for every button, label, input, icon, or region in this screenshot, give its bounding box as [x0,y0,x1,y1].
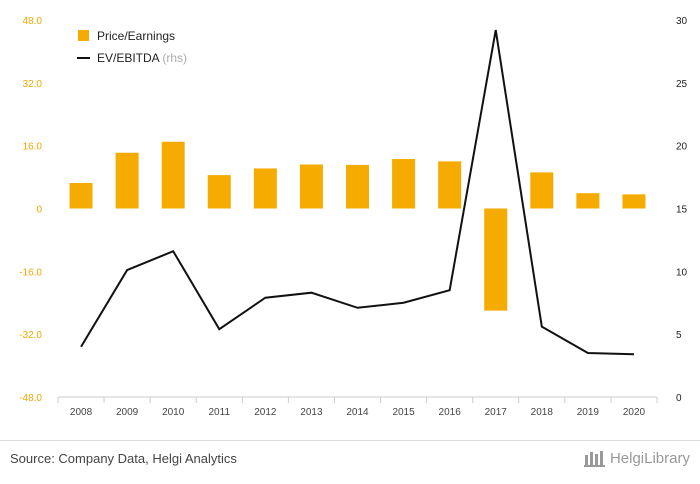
y-left-tick-label: 32.0 [23,79,43,90]
y-left-tick-label: -48.0 [19,393,42,404]
legend: Price/Earnings EV/EBITDA (rhs) [77,29,187,65]
x-tick-label: 2020 [623,407,646,418]
x-tick-label: 2010 [162,407,185,418]
x-tick-label: 2011 [209,407,231,418]
x-tick-label: 2015 [392,407,415,418]
legend-price-earnings: Price/Earnings [97,29,175,43]
bar-2008 [69,182,93,209]
bar-2019 [576,193,600,209]
y-right-tick-label: 0 [676,393,682,404]
bar-2017 [484,208,508,311]
bar-2009 [115,152,139,209]
legend-rhs-suffix: (rhs) [162,51,187,65]
ev-ebitda-line [80,29,634,356]
chart-svg: 48.032.016.00-16.0-32.0-48.0302520151050… [19,16,688,418]
brand-logo: HelgiLibrary [583,449,690,467]
source-text: Source: Company Data, Helgi Analytics [10,451,237,466]
y-left-tick-label: 48.0 [23,16,43,27]
x-tick-label: 2018 [531,407,554,418]
bar-2011 [207,175,231,209]
bar-2010 [161,141,185,209]
y-right-tick-label: 20 [676,142,688,153]
y-right-tick-label: 10 [676,267,688,278]
y-left-tick-label: 16.0 [23,142,43,153]
x-tick-label: 2008 [70,407,93,418]
library-icon [583,451,605,467]
y-left-tick-label: -16.0 [19,267,42,278]
bar-2018 [530,172,554,209]
x-tick-label: 2019 [577,407,600,418]
y-left-tick-label: 0 [36,205,42,216]
legend-bar-swatch [78,30,89,41]
bar-2013 [299,164,323,209]
bar-2015 [392,159,416,209]
y-right-tick-label: 30 [676,16,688,27]
bar-2016 [438,161,462,209]
footer: Source: Company Data, Helgi Analytics He… [0,440,700,484]
bar-2012 [253,168,277,209]
x-tick-label: 2016 [439,407,462,418]
y-left-tick-label: -32.0 [19,330,42,341]
bar-2020 [622,194,646,209]
x-tick-label: 2013 [300,407,323,418]
y-right-tick-label: 15 [676,205,688,216]
x-tick-label: 2014 [346,407,369,418]
x-tick-label: 2017 [485,407,508,418]
brand-name: HelgiLibrary [609,449,690,467]
y-right-tick-label: 5 [676,330,682,341]
legend-ev-ebitda: EV/EBITDA (rhs) [97,51,187,65]
x-tick-label: 2009 [116,407,139,418]
bar-2014 [346,164,369,209]
x-tick-label: 2012 [254,407,277,418]
y-right-tick-label: 25 [676,79,688,90]
